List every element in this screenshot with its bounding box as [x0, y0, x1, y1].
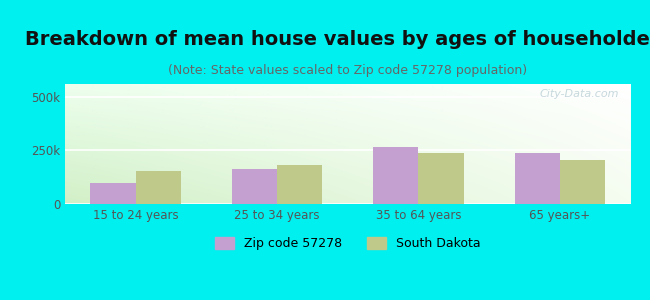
Bar — [232, 169, 277, 204]
Bar — [419, 153, 463, 204]
Bar — [90, 183, 136, 204]
Legend: Zip code 57278, South Dakota: Zip code 57278, South Dakota — [210, 232, 486, 255]
Bar — [277, 165, 322, 204]
Text: (Note: State values scaled to Zip code 57278 population): (Note: State values scaled to Zip code 5… — [168, 64, 527, 77]
Text: City-Data.com: City-Data.com — [540, 89, 619, 99]
Title: Breakdown of mean house values by ages of householders: Breakdown of mean house values by ages o… — [25, 30, 650, 49]
Bar — [373, 147, 419, 204]
Bar — [515, 153, 560, 204]
Bar — [560, 160, 605, 204]
Bar — [136, 171, 181, 204]
